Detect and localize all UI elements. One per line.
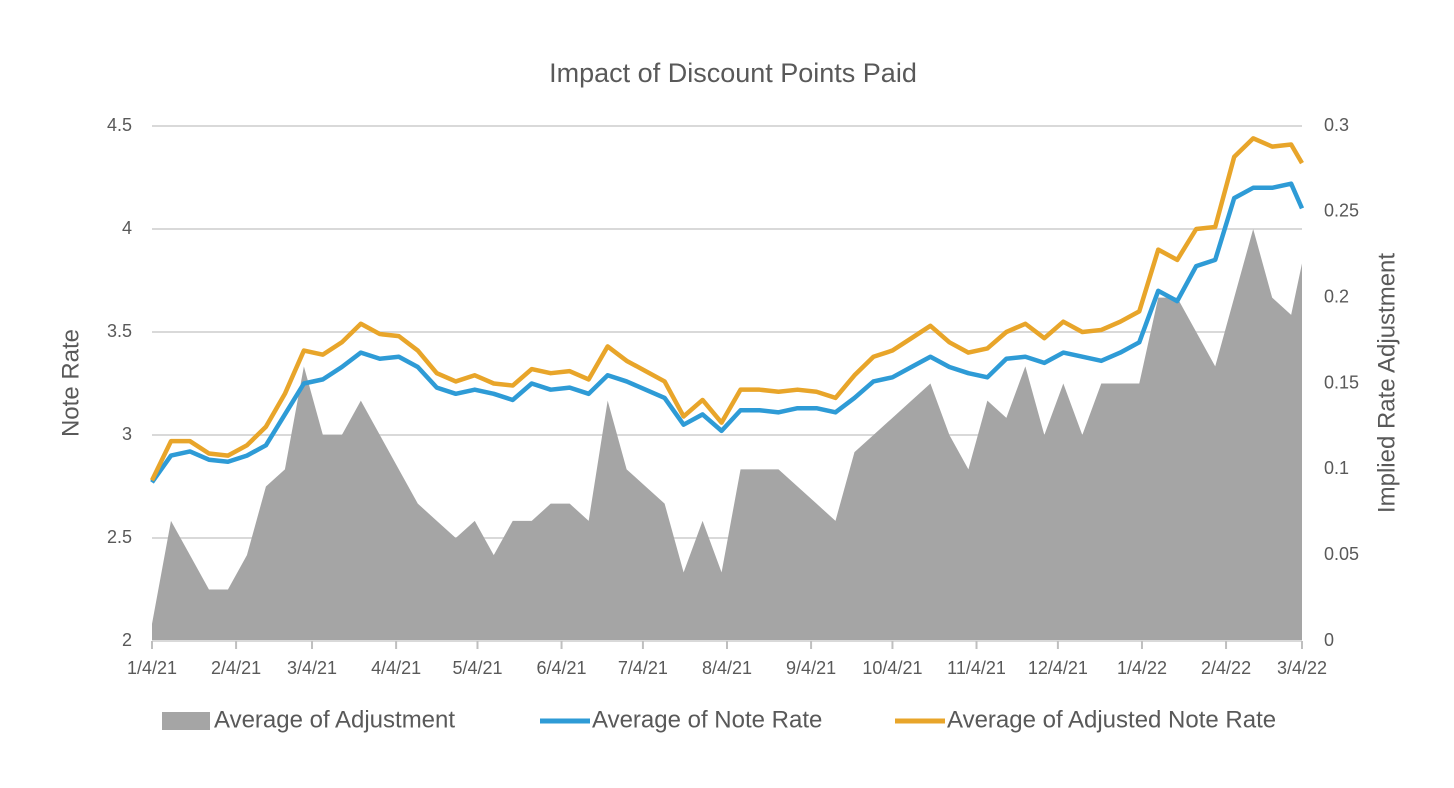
y2-tick-label: 0.25 <box>1324 201 1359 221</box>
x-tick-label: 11/4/21 <box>947 658 1006 678</box>
x-tick-label: 9/4/21 <box>786 658 836 678</box>
y-tick-label: 4.5 <box>107 115 132 135</box>
y-tick-label: 2 <box>122 630 132 650</box>
x-tick-label: 10/4/21 <box>862 658 922 678</box>
x-tick-label: 4/4/21 <box>371 658 421 678</box>
line <box>150 181 1305 484</box>
x-tick-label: 8/4/21 <box>702 658 752 678</box>
y2-tick-label: 0.3 <box>1324 115 1349 135</box>
y2-tick-label: 0 <box>1324 630 1334 650</box>
y2-tick-label: 0.15 <box>1324 372 1359 392</box>
legend-label: Average of Note Rate <box>592 706 822 733</box>
y2-tick-label: 0.2 <box>1324 286 1349 306</box>
y-tick-label: 3.5 <box>107 321 132 341</box>
line <box>149 136 1304 482</box>
y-axis-label: Note Rate <box>57 329 84 437</box>
x-tick-label: 1/4/21 <box>127 658 177 678</box>
x-tick-label: 6/4/21 <box>537 658 587 678</box>
legend-label: Average of Adjustment <box>214 706 455 733</box>
legend-swatch <box>162 712 210 730</box>
x-tick-label: 3/4/22 <box>1277 658 1327 678</box>
legend-label: Average of Adjusted Note Rate <box>947 706 1276 733</box>
x-tick-label: 1/4/22 <box>1117 658 1167 678</box>
x-tick-label: 2/4/22 <box>1201 658 1251 678</box>
x-tick-label: 3/4/21 <box>287 658 337 678</box>
y2-tick-label: 0.05 <box>1324 544 1359 564</box>
area <box>152 229 1302 641</box>
x-tick-label: 2/4/21 <box>211 658 261 678</box>
y2-tick-label: 0.1 <box>1324 458 1349 478</box>
x-tick-label: 12/4/21 <box>1028 658 1088 678</box>
y-tick-label: 4 <box>122 218 132 238</box>
y-tick-label: 2.5 <box>107 527 132 547</box>
x-tick-label: 7/4/21 <box>618 658 668 678</box>
y-tick-label: 3 <box>122 424 132 444</box>
chart-title: Impact of Discount Points Paid <box>549 58 917 88</box>
x-tick-label: 5/4/21 <box>452 658 502 678</box>
y2-axis-label: Implied Rate Adjustment <box>1373 253 1400 513</box>
